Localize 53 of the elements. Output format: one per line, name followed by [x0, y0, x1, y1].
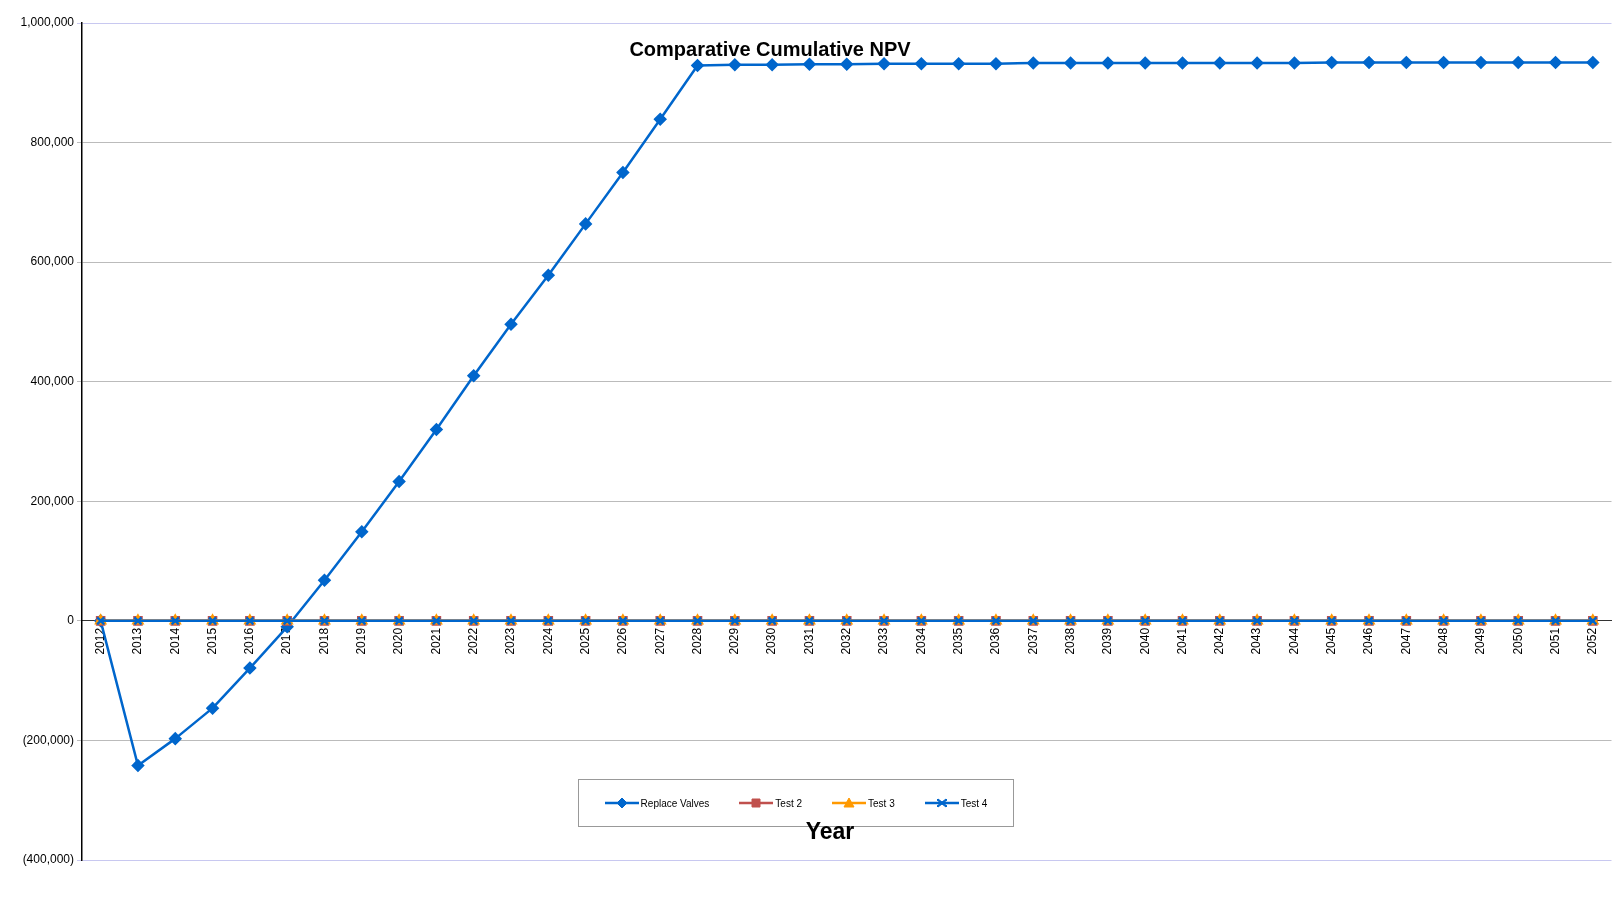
x-tick-label: 2041 — [1174, 627, 1189, 655]
x-tick-label: 2033 — [876, 627, 891, 655]
x-tick-label: 2037 — [1025, 627, 1040, 655]
x-tick-label: 2036 — [988, 627, 1003, 655]
x-tick-label: 2018 — [316, 627, 331, 655]
x-tick-label: 2019 — [354, 627, 369, 655]
x-tick-label: 2047 — [1398, 627, 1413, 655]
x-tick-label: 2020 — [391, 627, 406, 655]
text: Comparative Cumulative NPV — [628, 38, 912, 61]
y-tick-label: 1,000,000 — [20, 15, 75, 30]
x-tick-label: 2021 — [428, 627, 443, 655]
y-tick-label: 200,000 — [30, 493, 75, 508]
x-tick-label: 2015 — [204, 627, 219, 655]
x-tick-label: 2029 — [727, 627, 742, 655]
x-tick-label: 2050 — [1510, 627, 1525, 655]
y-tick-label: (200,000) — [22, 732, 74, 747]
x-tick-label: 2030 — [764, 627, 779, 655]
x-tick-label: 2034 — [913, 627, 928, 655]
legend-label: Test 3 — [868, 797, 895, 809]
y-tick-label: 400,000 — [30, 374, 75, 389]
legend-label: Test 2 — [775, 797, 803, 809]
x-tick-label: 2022 — [466, 627, 481, 655]
x-tick-label: 2024 — [540, 627, 555, 655]
x-tick-label: 2023 — [503, 627, 518, 655]
x-tick-label: 2031 — [801, 627, 816, 655]
legend-label: Test 4 — [960, 797, 988, 809]
x-tick-label: 2014 — [167, 627, 182, 655]
x-tick-label: 2013 — [130, 627, 145, 655]
x-tick-label: 2038 — [1062, 627, 1077, 655]
x-tick-label: 2028 — [689, 627, 704, 655]
x-tick-label: 2052 — [1585, 627, 1600, 655]
y-tick-label: 800,000 — [30, 134, 75, 149]
x-tick-label: 2025 — [577, 627, 592, 655]
x-tick-label: 2044 — [1286, 627, 1301, 655]
x-tick-label: 2042 — [1212, 627, 1227, 655]
x-tick-label: 2045 — [1324, 627, 1339, 655]
x-tick-label: 2048 — [1435, 627, 1450, 655]
x-tick-label: 2039 — [1100, 627, 1115, 655]
x-axis-title: Year — [804, 818, 856, 845]
x-tick-label: 2046 — [1361, 627, 1376, 655]
legend-label: Replace Valves — [640, 797, 710, 809]
x-tick-label: 2051 — [1547, 627, 1562, 655]
x-tick-label: 2035 — [950, 627, 965, 655]
x-tick-label: 2043 — [1249, 627, 1264, 655]
y-tick-label: 0 — [67, 613, 75, 628]
x-tick-label: 2040 — [1137, 627, 1152, 655]
y-tick-label: (400,000) — [22, 852, 74, 867]
x-tick-label: 2027 — [652, 627, 667, 655]
x-tick-label: 2032 — [839, 627, 854, 655]
x-tick-label: 2016 — [242, 627, 257, 655]
x-tick-label: 2026 — [615, 627, 630, 655]
x-tick-label: 2049 — [1473, 627, 1488, 655]
y-tick-label: 600,000 — [30, 254, 75, 269]
